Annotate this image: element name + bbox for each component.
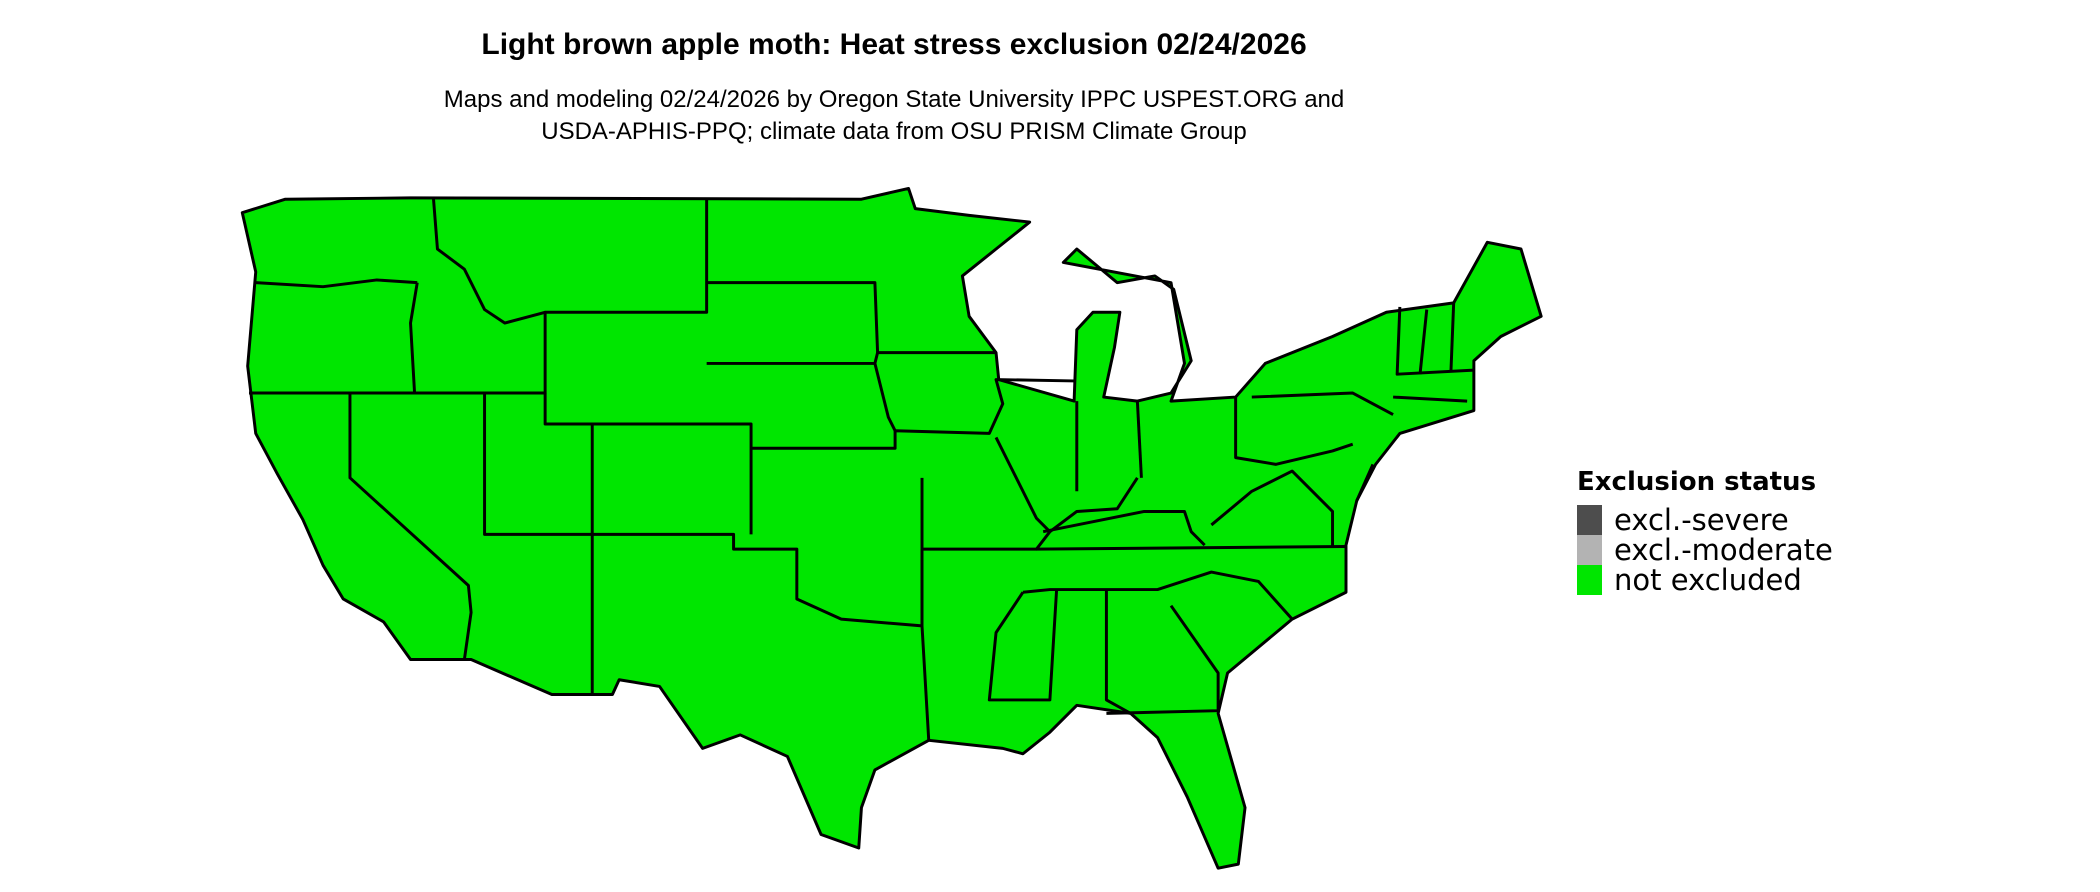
legend-swatch	[1577, 505, 1602, 535]
subtitle-line-1: Maps and modeling 02/24/2026 by Oregon S…	[443, 86, 1345, 113]
legend-item-excl-severe: excl.-severe	[1577, 503, 1833, 537]
legend-title: Exclusion status	[1577, 467, 1817, 497]
legend-item-excl-moderate: excl.-moderate	[1577, 533, 1833, 567]
legend-label: excl.-severe	[1614, 503, 1789, 537]
legend-item-not-excluded: not excluded	[1577, 563, 1833, 597]
map-title: Light brown apple moth: Heat stress excl…	[481, 28, 1307, 61]
legend-swatch	[1577, 565, 1602, 595]
map-subtitle: Maps and modeling 02/24/2026 by Oregon S…	[0, 84, 1788, 148]
legend: Exclusion status excl.-severe excl.-mode…	[1577, 467, 1833, 597]
us-outline	[240, 186, 1543, 870]
state-borders	[249, 197, 1474, 741]
legend-swatch	[1577, 535, 1602, 565]
legend-label: not excluded	[1614, 563, 1802, 597]
legend-label: excl.-moderate	[1614, 533, 1833, 567]
subtitle-line-2: USDA-APHIS-PPQ; climate data from OSU PR…	[541, 118, 1247, 145]
